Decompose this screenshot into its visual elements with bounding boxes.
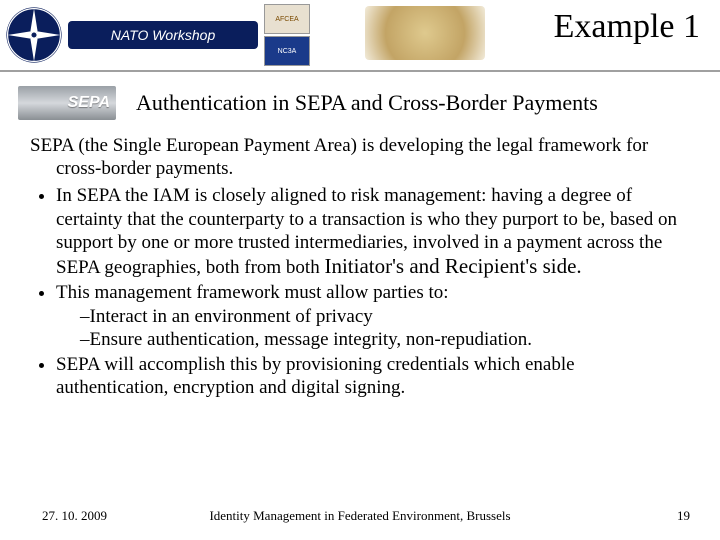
subtitle-text: Authentication in SEPA and Cross-Border …	[136, 90, 598, 116]
slide: NATO Workshop AFCEA NC3A Example 1 SEPA …	[0, 0, 720, 540]
bullet-1-text-b: Initiator's and Recipient's side.	[324, 254, 581, 278]
intro-paragraph: SEPA (the Single European Payment Area) …	[30, 134, 690, 180]
mid-logos: AFCEA NC3A	[264, 4, 310, 66]
header-bar: NATO Workshop AFCEA NC3A Example 1	[0, 0, 720, 72]
workshop-label: NATO Workshop	[68, 21, 258, 49]
bullet-list: In SEPA the IAM is closely aligned to ri…	[30, 184, 690, 399]
bullet-2-text: This management framework must allow par…	[56, 282, 449, 303]
nato-star-icon	[4, 5, 64, 65]
bullet-2-sub1: –Interact in an environment of privacy	[56, 305, 690, 328]
body-text: SEPA (the Single European Payment Area) …	[0, 120, 720, 399]
slide-title: Example 1	[554, 8, 700, 46]
afcea-logo-icon: AFCEA	[264, 4, 310, 34]
header-left: NATO Workshop AFCEA NC3A	[0, 0, 310, 70]
subtitle-row: SEPA Authentication in SEPA and Cross-Bo…	[0, 86, 720, 120]
footer-page-number: 19	[677, 508, 690, 524]
footer-date: 27. 10. 2009	[42, 508, 107, 524]
bullet-2: This management framework must allow par…	[56, 281, 690, 351]
footer-center: Identity Management in Federated Environ…	[0, 508, 720, 524]
bullet-2-sub2: –Ensure authentication, message integrit…	[56, 328, 690, 351]
bullet-3: SEPA will accomplish this by provisionin…	[56, 353, 690, 399]
footer: 27. 10. 2009 Identity Management in Fede…	[0, 508, 720, 524]
sepa-logo-icon: SEPA	[18, 86, 116, 120]
nc3a-logo-icon: NC3A	[264, 36, 310, 66]
capitol-image-icon	[365, 6, 485, 60]
bullet-1: In SEPA the IAM is closely aligned to ri…	[56, 184, 690, 279]
